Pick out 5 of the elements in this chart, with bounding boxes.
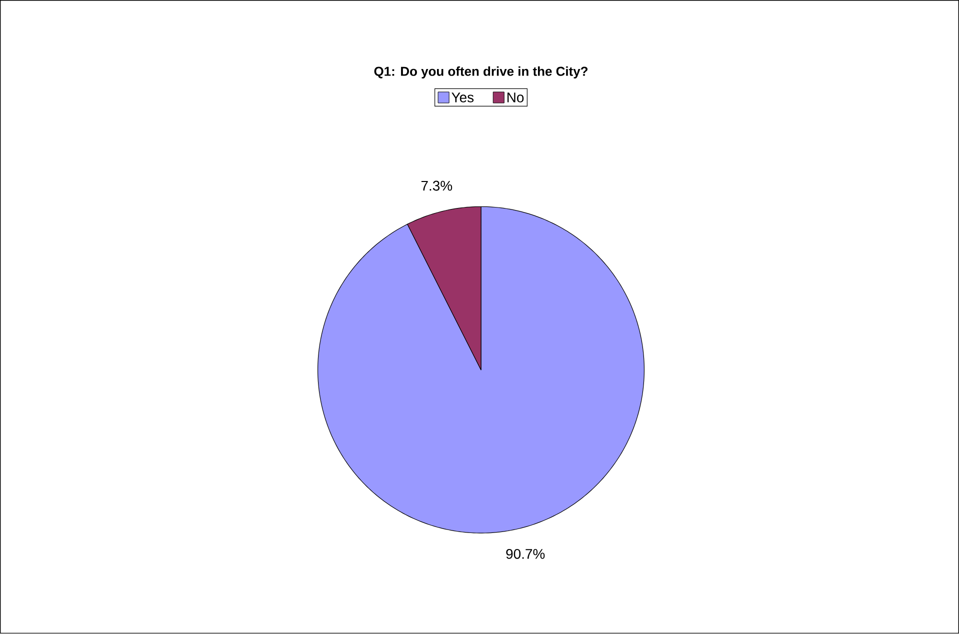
legend-label: No: [507, 92, 524, 103]
data-label: 7.3%: [421, 181, 452, 191]
legend-label: Yes: [452, 92, 474, 103]
chart-title: Q1: Do you often drive in the City?: [374, 66, 588, 79]
data-label: 90.7%: [506, 549, 545, 560]
